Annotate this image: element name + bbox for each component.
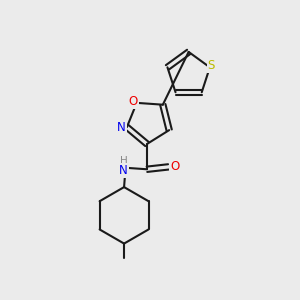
Text: N: N [117,121,126,134]
Text: H: H [120,156,128,166]
Text: S: S [208,59,215,72]
Text: O: O [128,95,138,108]
Text: N: N [119,164,128,177]
Text: O: O [170,160,179,173]
